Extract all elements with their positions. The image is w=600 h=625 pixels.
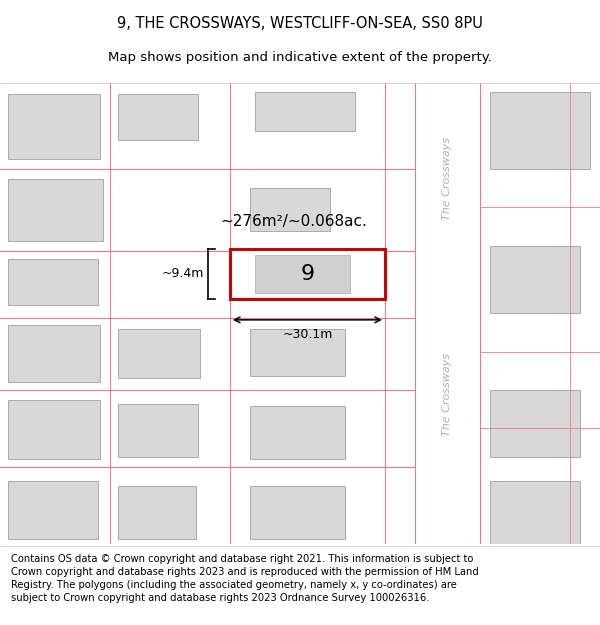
- Bar: [118, 94, 198, 140]
- Bar: [255, 254, 350, 293]
- Bar: [490, 92, 590, 169]
- Text: Map shows position and indicative extent of the property.: Map shows position and indicative extent…: [108, 51, 492, 64]
- Bar: [255, 92, 355, 131]
- Bar: [480, 82, 600, 544]
- Bar: [8, 94, 100, 159]
- Text: ~9.4m: ~9.4m: [161, 268, 204, 280]
- Bar: [118, 329, 200, 378]
- Bar: [8, 179, 103, 241]
- Bar: [8, 324, 100, 382]
- Text: The Crossways: The Crossways: [442, 137, 452, 220]
- Polygon shape: [480, 82, 600, 169]
- Bar: [250, 188, 330, 231]
- Bar: [250, 260, 325, 299]
- Bar: [8, 259, 98, 306]
- Bar: [230, 249, 385, 299]
- Text: The Crossways: The Crossways: [442, 353, 452, 436]
- Bar: [415, 82, 480, 544]
- Bar: [8, 481, 98, 539]
- Bar: [490, 481, 580, 544]
- Bar: [490, 246, 580, 313]
- Text: 9, THE CROSSWAYS, WESTCLIFF-ON-SEA, SS0 8PU: 9, THE CROSSWAYS, WESTCLIFF-ON-SEA, SS0 …: [117, 16, 483, 31]
- Bar: [8, 399, 100, 459]
- Text: ~276m²/~0.068ac.: ~276m²/~0.068ac.: [220, 214, 367, 229]
- Bar: [250, 329, 345, 376]
- Bar: [250, 406, 345, 459]
- Bar: [118, 404, 198, 458]
- Text: Contains OS data © Crown copyright and database right 2021. This information is : Contains OS data © Crown copyright and d…: [11, 554, 479, 603]
- Bar: [118, 486, 196, 539]
- Text: ~30.1m: ~30.1m: [283, 328, 332, 341]
- Bar: [490, 390, 580, 458]
- Bar: [250, 486, 345, 539]
- Text: 9: 9: [301, 264, 314, 284]
